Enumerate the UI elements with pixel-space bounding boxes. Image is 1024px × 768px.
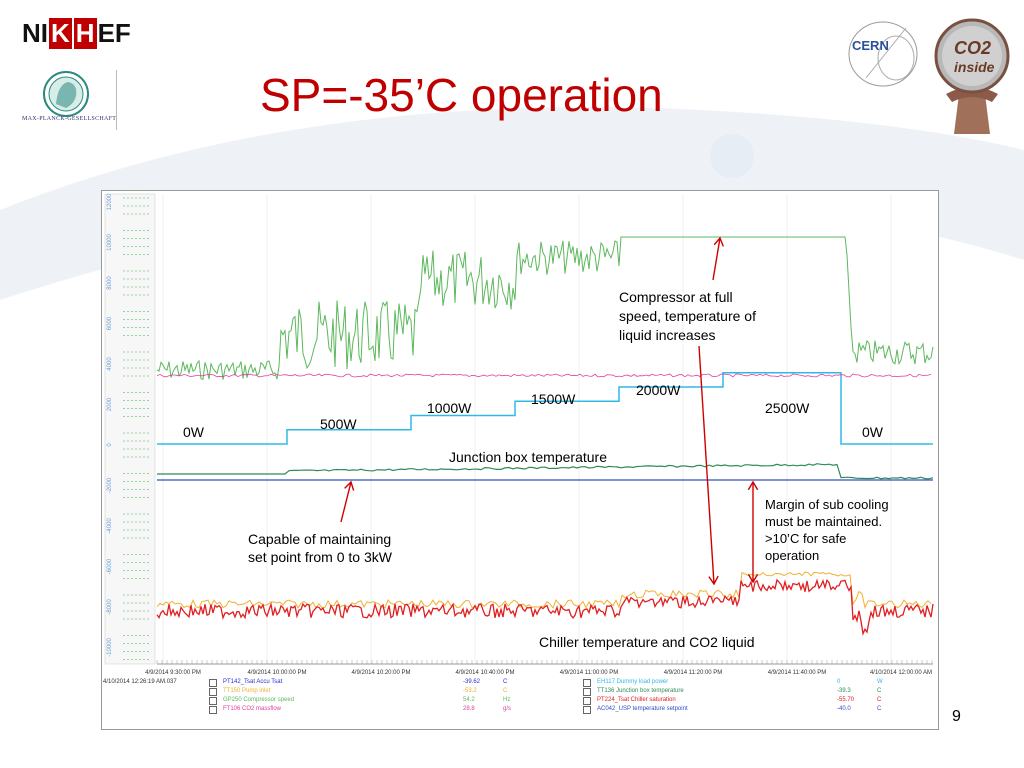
annotation-compressor: Compressor at full speed, temperature of… <box>619 289 756 343</box>
legend-value: -40.0 <box>837 706 851 712</box>
y-tick-label: 10000 <box>107 233 113 250</box>
legend-tag: PT142_Tsat Accu Tsat <box>223 679 283 685</box>
series-compressor-speed <box>156 236 934 381</box>
legend-tag: EH117 Dummy load power <box>597 679 669 685</box>
legend-tag: FT106 CO2 massflow <box>223 706 282 712</box>
arrow-liquid-temperature <box>698 345 715 585</box>
legend-tag: AC042_USP temperature setpoint <box>597 706 688 712</box>
series-junction-temp <box>157 463 934 480</box>
legend-checkbox[interactable] <box>209 688 217 696</box>
series-layer <box>156 236 934 636</box>
y-tick-label: 0 <box>107 443 113 447</box>
y-axis-panel <box>104 193 156 665</box>
legend-unit: Hz <box>503 697 511 703</box>
legend-unit: C <box>503 688 508 694</box>
arrow-compressor-full-speed <box>712 237 721 281</box>
legend-status-bar: 4/10/2014 12:26:19 AM.037 PT142_Tsat Acc… <box>103 677 935 722</box>
arrow-setpoint-head <box>344 480 355 491</box>
status-timestamp: 4/10/2014 12:26:19 AM.037 <box>103 679 177 685</box>
legend-checkbox[interactable] <box>583 697 591 705</box>
legend-checkbox[interactable] <box>583 706 591 714</box>
power-label-1500w: 1500W <box>531 391 576 407</box>
arrow-margin-bottom-head <box>747 573 759 584</box>
legend-tag: TT136 Junction box temperature <box>597 688 684 694</box>
y-tick-label: -6000 <box>107 558 113 574</box>
max-planck-label: MAX-PLANCK-GESELLSCHAFT <box>22 116 117 122</box>
arrow-compressor-full-speed-head <box>713 236 724 247</box>
x-tick-label: 4/10/2014 12:00:00 AM <box>870 670 932 676</box>
legend-unit: C <box>877 697 882 703</box>
annotation-capable: Capable of maintaining set point from 0 … <box>248 531 392 565</box>
legend-unit: g/s <box>503 706 512 712</box>
x-tick-label: 4/9/2014 11:00:00 PM <box>560 670 619 676</box>
legend-value: -55.70 <box>837 697 855 703</box>
y-axis: 12000 10000 8000 6000 4000 2000 0 -2000 -4000 -60… <box>104 190 156 665</box>
y-tick-label: 8000 <box>107 276 113 290</box>
x-tick-label: 4/9/2014 10:00:00 PM <box>247 670 306 676</box>
x-axis: 4/9/2014 9:30:00 PM 4/9/2014 10:00:00 PM 4… <box>145 660 933 676</box>
y-tick-label: -4000 <box>107 518 113 534</box>
legend-checkbox[interactable] <box>583 679 591 687</box>
legend-checkbox[interactable] <box>209 706 217 714</box>
y-tick-label: 4000 <box>107 357 113 371</box>
series-dummy-load-power <box>157 372 933 445</box>
y-tick-label: 2000 <box>107 397 113 411</box>
slide-title: SP=-35’C operation <box>260 69 663 121</box>
legend-value: -53.2 <box>463 688 477 694</box>
cern-logo: CERN <box>848 21 918 87</box>
legend-value: 0 <box>837 679 841 685</box>
legend-tag: TT150 Pump inlet <box>223 688 271 694</box>
cern-logo-text: CERN <box>852 38 889 53</box>
series-co2-massflow <box>156 373 932 378</box>
power-label-2500w: 2500W <box>765 400 810 416</box>
chart-grid <box>162 194 892 664</box>
annotation-arrows <box>340 236 759 586</box>
y-tick-label: -8000 <box>107 599 113 615</box>
annotation-margin: Margin of sub cooling must be maintained… <box>765 497 889 563</box>
max-planck-logo <box>43 70 117 130</box>
legend-unit: C <box>877 688 882 694</box>
legend-tag: PT224_Tsat Chiller saturation <box>597 697 676 703</box>
inside-logo-text: inside <box>954 59 995 75</box>
power-label-0w-end: 0W <box>862 424 883 440</box>
x-tick-label: 4/9/2014 11:40:00 PM <box>768 670 827 676</box>
nikhef-logo: NI K H EF <box>22 18 131 49</box>
legend-checkbox[interactable] <box>209 697 217 705</box>
legend-checkbox[interactable] <box>209 679 217 687</box>
power-label-2000w: 2000W <box>636 382 681 398</box>
arrow-setpoint <box>340 481 352 523</box>
legend-checkbox[interactable] <box>583 688 591 696</box>
x-tick-label: 4/9/2014 11:20:00 PM <box>664 670 723 676</box>
legend-value: 54.2 <box>463 697 475 703</box>
y-tick-label: -2000 <box>107 477 113 493</box>
trend-chart-frame <box>101 190 939 730</box>
arrow-margin-top-head <box>747 480 759 491</box>
power-label-500w: 500W <box>320 416 357 432</box>
power-label-0w: 0W <box>183 424 204 440</box>
co2-logo-text: CO2 <box>954 38 991 58</box>
legend-unit: W <box>877 679 883 685</box>
trend-chart: 12000 10000 8000 6000 4000 2000 0 -2000 -4000 -60… <box>104 190 934 676</box>
co2-inside-logo: CO2 inside <box>934 18 1010 134</box>
legend-tag: GP250 Compressor speed <box>223 697 295 703</box>
annotation-junction: Junction box temperature <box>449 449 607 465</box>
series-chiller-saturation <box>156 578 934 636</box>
page-number: 9 <box>952 708 961 725</box>
annotation-chiller: Chiller temperature and CO2 liquid <box>539 634 755 650</box>
x-tick-label: 4/9/2014 10:40:00 PM <box>455 670 514 676</box>
x-tick-label: 4/9/2014 9:30:00 PM <box>145 670 201 676</box>
series-pump-inlet <box>156 571 932 610</box>
y-tick-label: -10000 <box>107 637 113 656</box>
power-label-1000w: 1000W <box>427 400 472 416</box>
y-tick-label: 12000 <box>107 193 113 210</box>
x-tick-label: 4/9/2014 10:20:00 PM <box>351 670 410 676</box>
legend-unit: C <box>503 679 508 685</box>
legend-unit: C <box>877 706 882 712</box>
y-tick-label: 6000 <box>107 316 113 330</box>
legend-value: -39.3 <box>837 688 851 694</box>
arrow-liquid-temperature-head <box>708 575 719 586</box>
legend-value: 28.8 <box>463 706 475 712</box>
legend-value: -39.62 <box>463 679 481 685</box>
